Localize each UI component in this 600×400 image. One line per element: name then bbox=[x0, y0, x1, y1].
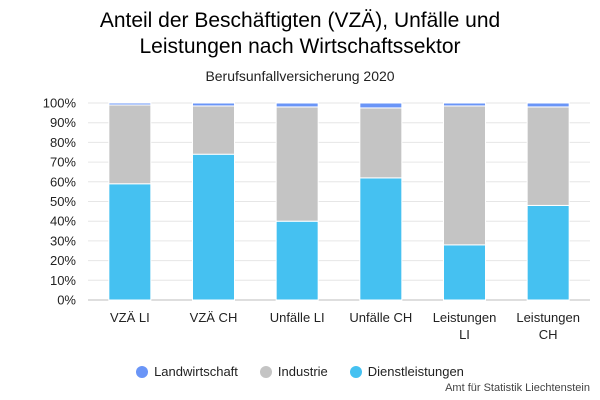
bar-segment-landwirtschaft bbox=[275, 102, 319, 108]
bar-segment-landwirtschaft bbox=[359, 102, 403, 109]
x-tick-label: VZÄ CH bbox=[190, 310, 238, 325]
bar-segment-dienstleistungen bbox=[526, 204, 570, 301]
y-tick-label: 90% bbox=[50, 115, 76, 130]
bar-segment-industrie bbox=[275, 106, 319, 222]
bar-segment-industrie bbox=[359, 107, 403, 179]
bar-segment-industrie bbox=[108, 104, 152, 185]
legend-swatch-landwirtschaft bbox=[136, 365, 149, 378]
bar-segment-landwirtschaft bbox=[443, 102, 486, 107]
bar-segment-landwirtschaft bbox=[526, 102, 570, 108]
legend-item-industrie[interactable]: Industrie bbox=[259, 364, 328, 379]
chart-subtitle: Berufsunfallversicherung 2020 bbox=[205, 68, 395, 84]
y-tick-label: 20% bbox=[50, 253, 76, 268]
legend-label-industrie: Industrie bbox=[277, 364, 328, 379]
y-tick-label: 70% bbox=[50, 155, 76, 170]
chart-title: Anteil der Beschäftigten (VZÄ), Unfälle … bbox=[99, 9, 501, 58]
source-credit: Amt für Statistik Liechtenstein bbox=[445, 382, 590, 394]
y-tick-label: 10% bbox=[50, 273, 76, 288]
bar-segment-industrie bbox=[526, 106, 570, 206]
bar-segment-landwirtschaft bbox=[108, 102, 152, 106]
bar-segment-industrie bbox=[443, 105, 486, 246]
bar-segment-dienstleistungen bbox=[192, 153, 235, 301]
legend: Landwirtschaft Industrie Dienstleistunge… bbox=[0, 364, 600, 379]
legend-item-dienstleistungen[interactable]: Dienstleistungen bbox=[349, 364, 464, 379]
x-tick-label: VZÄ LI bbox=[110, 310, 150, 325]
legend-swatch-dienstleistungen bbox=[349, 365, 362, 378]
y-tick-label: 30% bbox=[50, 233, 76, 248]
x-tick-label: Unfälle CH bbox=[349, 310, 412, 325]
y-tick-label: 0% bbox=[57, 293, 76, 308]
bar-segment-industrie bbox=[192, 105, 235, 155]
bar-segment-dienstleistungen bbox=[359, 177, 403, 301]
y-tick-label: 80% bbox=[50, 135, 76, 150]
legend-label-landwirtschaft: Landwirtschaft bbox=[154, 364, 238, 379]
legend-label-dienstleistungen: Dienstleistungen bbox=[367, 364, 464, 379]
x-tick-label: Leistungen LI bbox=[433, 310, 497, 342]
y-tick-label: 100% bbox=[43, 96, 77, 111]
legend-swatch-industrie bbox=[259, 365, 272, 378]
x-tick-label: Leistungen CH bbox=[516, 310, 580, 342]
y-tick-label: 50% bbox=[50, 194, 76, 209]
bar-segment-dienstleistungen bbox=[443, 244, 486, 301]
x-tick-label: Unfälle LI bbox=[270, 310, 325, 325]
bar-segment-landwirtschaft bbox=[192, 102, 235, 107]
y-tick-label: 60% bbox=[50, 174, 76, 189]
bar-segment-dienstleistungen bbox=[108, 183, 152, 301]
y-tick-label: 40% bbox=[50, 214, 76, 229]
legend-item-landwirtschaft[interactable]: Landwirtschaft bbox=[136, 364, 238, 379]
bar-segment-dienstleistungen bbox=[275, 220, 319, 301]
